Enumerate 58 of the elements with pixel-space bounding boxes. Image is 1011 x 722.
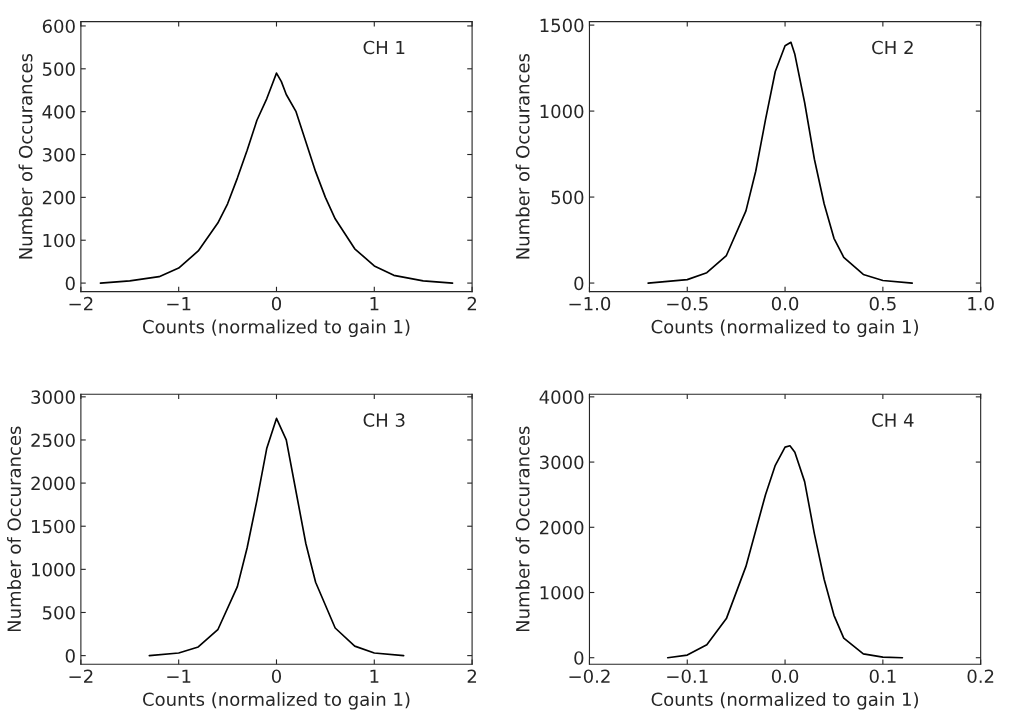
y-tick-label: 400 [42, 105, 75, 119]
y-tick-label: 2000 [31, 476, 75, 491]
y-tick-label: 500 [42, 62, 75, 76]
x-tick-label: 0 [271, 669, 282, 684]
x-tick-label: 0.0 [771, 296, 799, 311]
y-tick-label: 1000 [32, 562, 75, 577]
y-tick-label: 200 [42, 190, 75, 205]
x-axis-title: Counts (normalized to gain 1) [143, 692, 410, 710]
y-tick-label: 0 [574, 276, 584, 291]
y-tick-label: 1000 [540, 585, 584, 600]
y-axis-title: Number of Occurances [515, 53, 530, 259]
annotation: CH 1 [363, 40, 405, 55]
x-tick-label: 2 [467, 669, 477, 683]
y-tick-label: 2000 [539, 520, 584, 535]
x-tick-label: −0.1 [667, 669, 708, 684]
y-tick-label: 3000 [31, 390, 75, 404]
x-tick-label: −0.5 [667, 296, 708, 311]
line-series [647, 41, 914, 284]
y-tick-label: 100 [43, 233, 75, 248]
x-axis-title: Counts (normalized to gain 1) [651, 319, 919, 338]
y-tick-label: 500 [551, 190, 584, 205]
y-tick-label: 0 [574, 651, 584, 665]
y-tick-label: 0 [65, 649, 75, 663]
line-series [666, 444, 904, 659]
y-axis-title: Number of Occurances [515, 426, 530, 632]
y-tick-label: 600 [42, 19, 75, 34]
x-tick-label: −1 [167, 297, 191, 311]
y-axis-title: Number of Occurances [7, 426, 22, 632]
y-tick-label: 4000 [539, 390, 584, 404]
x-tick-label: 0.2 [967, 669, 994, 684]
x-tick-label: −1 [167, 669, 191, 683]
y-tick-label: 0 [65, 276, 75, 291]
y-tick-label: 3000 [540, 455, 584, 470]
annotation: CH 4 [872, 413, 914, 427]
x-tick-label: 1 [370, 297, 379, 311]
y-tick-label: 1500 [32, 519, 75, 534]
x-tick-label: 1.0 [968, 296, 994, 311]
x-tick-label: 0.0 [771, 669, 799, 684]
y-tick-label: 300 [42, 147, 75, 162]
x-tick-label: −0.2 [569, 669, 610, 684]
x-axis-title: Counts (normalized to gain 1) [651, 692, 919, 710]
x-tick-label: 2 [467, 296, 477, 311]
x-tick-label: 0.1 [869, 669, 896, 684]
y-tick-label: 500 [42, 605, 75, 620]
y-tick-label: 1000 [540, 104, 584, 119]
y-tick-label: 2500 [31, 433, 75, 448]
x-tick-label: −2 [69, 669, 93, 683]
x-tick-label: 1 [370, 669, 379, 683]
y-axis-title: Number of Occurances [18, 53, 33, 259]
line-series [99, 72, 454, 284]
annotation: CH 3 [363, 413, 405, 427]
x-tick-label: 0 [271, 296, 282, 311]
x-axis-title: Counts (normalized to gain 1) [143, 319, 410, 338]
annotation: CH 2 [872, 40, 913, 55]
x-tick-label: 0.5 [869, 296, 896, 311]
y-tick-label: 1500 [540, 18, 584, 33]
x-tick-label: −1.0 [569, 296, 611, 311]
x-tick-label: −2 [69, 296, 93, 311]
